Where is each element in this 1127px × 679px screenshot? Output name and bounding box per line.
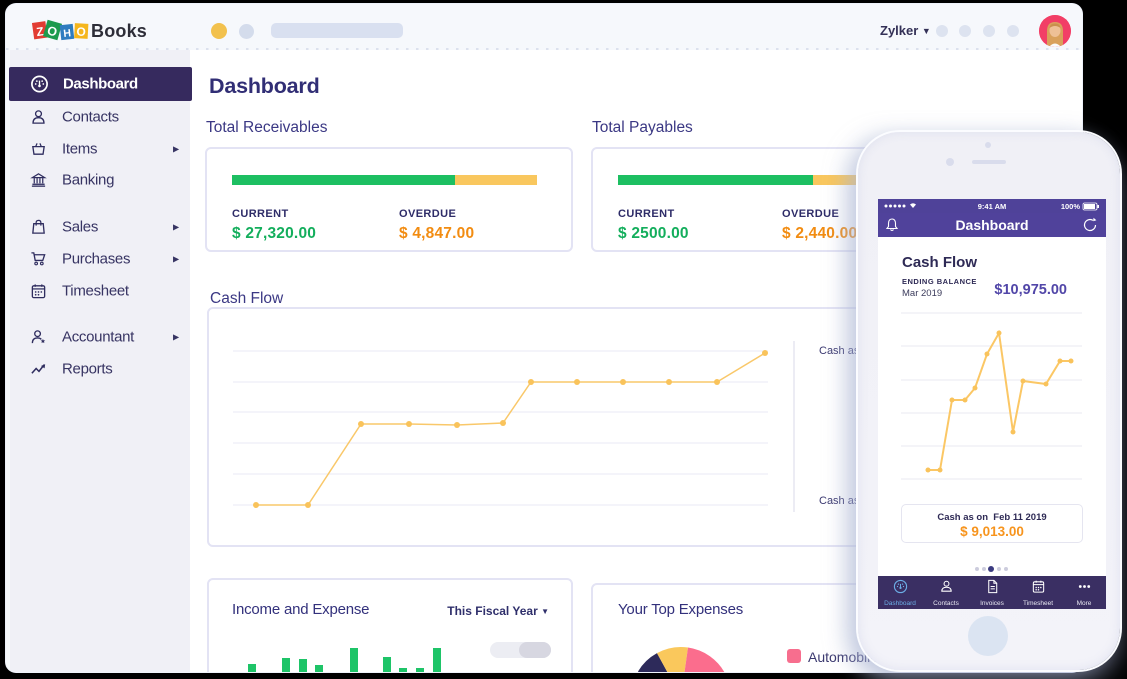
svg-text:100%: 100% [1061,202,1081,211]
svg-text:O: O [76,25,86,39]
svg-text:H: H [63,27,72,40]
svg-text:O: O [46,23,59,39]
svg-text:Z: Z [35,24,44,39]
svg-text:9:41 AM: 9:41 AM [978,202,1006,211]
